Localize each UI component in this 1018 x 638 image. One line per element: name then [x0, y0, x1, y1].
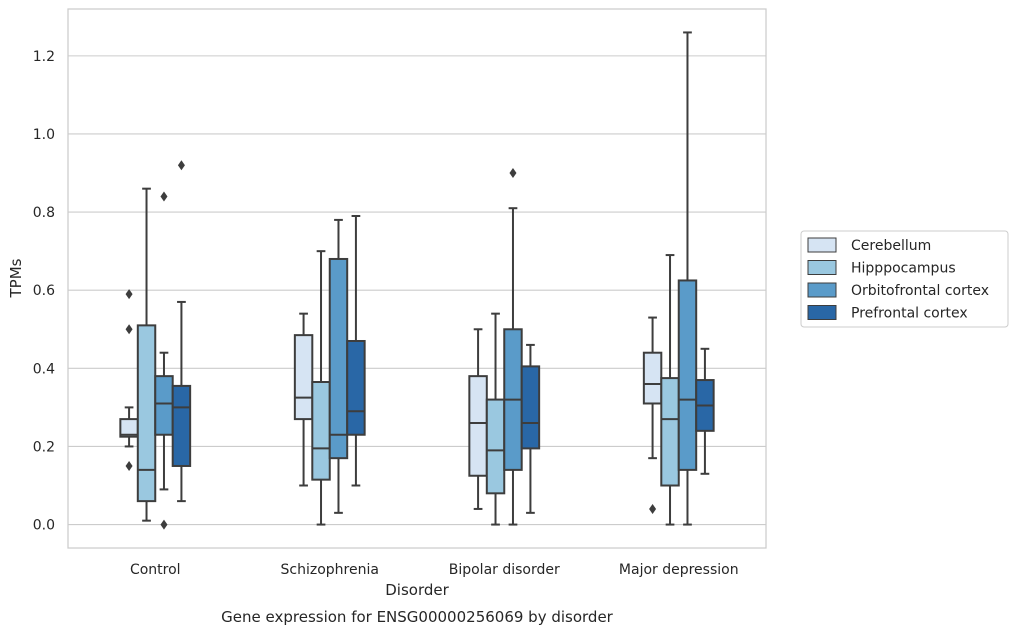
legend-label: Cerebellum	[851, 238, 931, 254]
legend-label: Hipppocampus	[851, 261, 956, 277]
legend-items: Cerebellum Hipppocampus Orbitofrontal cort…	[807, 237, 989, 322]
box	[677, 31, 698, 526]
legend-swatch	[807, 282, 837, 298]
y-tick-labels: 0.0 0.2 0.4 0.6 0.8 1.0 1.2	[33, 49, 55, 534]
y-tick-label: 0.6	[33, 283, 55, 299]
outlier-marker	[177, 160, 185, 171]
y-axis-label: TPMs	[7, 258, 25, 298]
x-tick-label: Major depression	[619, 562, 739, 578]
box-body	[677, 279, 698, 471]
box	[136, 187, 157, 522]
box-body	[346, 339, 366, 436]
outlier-marker	[509, 168, 517, 179]
outlier-marker	[125, 460, 133, 471]
box-body	[136, 324, 157, 503]
legend-label: Prefrontal cortex	[851, 306, 968, 322]
legend-frame	[800, 230, 1009, 328]
x-tick-label: Schizophrenia	[281, 562, 379, 578]
x-tick-labels: Control Schizophrenia Bipolar disorder Majo…	[130, 562, 739, 578]
box	[154, 191, 174, 530]
box-body	[468, 375, 488, 477]
chart-caption: Gene expression for ENSG00000256069 by d…	[221, 608, 614, 626]
box	[468, 328, 488, 510]
outlier-marker	[649, 503, 657, 514]
box	[328, 218, 349, 514]
legend-label: Orbitofrontal cortex	[851, 283, 989, 299]
x-tick-label: Bipolar disorder	[449, 562, 560, 578]
box	[642, 316, 663, 514]
y-tick-label: 0.8	[33, 205, 55, 221]
legend-swatch	[807, 305, 837, 320]
box-body	[171, 384, 192, 467]
x-axis-label: Disorder	[385, 581, 449, 599]
box	[695, 347, 715, 475]
box	[311, 250, 331, 526]
box-body	[520, 365, 541, 450]
plot-area	[67, 8, 767, 549]
boxes	[119, 31, 715, 530]
legend-swatch	[807, 237, 837, 253]
box	[520, 343, 541, 514]
box	[119, 289, 139, 471]
y-tick-label: 0.2	[33, 439, 55, 455]
y-tick-label: 1.2	[33, 49, 55, 65]
box-body	[293, 334, 314, 421]
outlier-marker	[160, 519, 168, 530]
box	[346, 215, 366, 487]
y-tick-label: 0.0	[33, 518, 55, 534]
box	[171, 160, 192, 503]
box-body	[485, 398, 506, 495]
box	[485, 312, 506, 526]
box-body	[311, 381, 331, 481]
y-tick-label: 1.0	[33, 127, 55, 143]
box-body	[328, 257, 349, 460]
box-body	[154, 375, 174, 436]
x-tick-label: Control	[130, 562, 181, 578]
box	[660, 254, 680, 526]
outlier-marker	[125, 289, 133, 300]
outlier-marker	[125, 324, 133, 335]
legend: Cerebellum Hipppocampus Orbitofrontal cort…	[800, 230, 1009, 328]
box-body	[660, 377, 680, 487]
legend-swatch	[807, 260, 837, 275]
box	[503, 168, 523, 526]
outlier-marker	[160, 191, 168, 202]
y-tick-label: 0.4	[33, 361, 55, 377]
box-body	[642, 351, 663, 405]
box	[293, 312, 314, 487]
